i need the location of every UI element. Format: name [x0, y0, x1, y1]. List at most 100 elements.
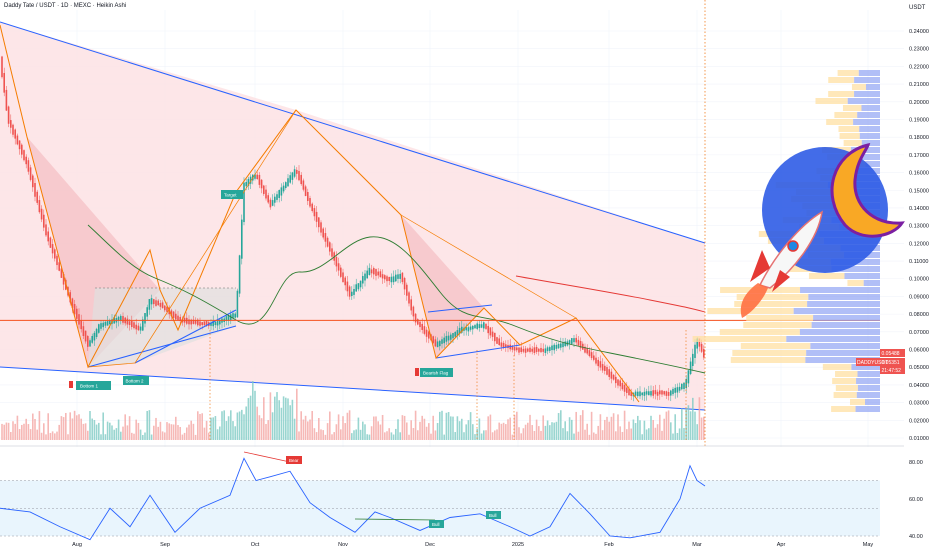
volume-bar: [166, 422, 168, 440]
volume-bar: [538, 426, 540, 440]
volume-bar: [445, 412, 448, 440]
candle: [351, 286, 353, 300]
candle: [652, 385, 654, 399]
volume-bar: [650, 415, 652, 440]
candle: [128, 318, 131, 331]
candle: [117, 315, 120, 327]
candle: [535, 344, 538, 355]
volume-bar: [456, 416, 459, 440]
volume-bar: [395, 428, 397, 440]
candle: [91, 333, 93, 344]
volume-bar: [434, 430, 437, 440]
volume-bar: [667, 410, 670, 440]
time-tick-label: Nov: [338, 542, 348, 548]
candle: [135, 318, 137, 335]
candle: [362, 271, 364, 289]
candle: [56, 253, 58, 270]
profile-bar-up: [843, 140, 862, 146]
volume-bar: [252, 381, 254, 440]
volume-bar: [67, 434, 69, 440]
volume-bar: [117, 419, 120, 440]
volume-bar: [318, 418, 320, 440]
profile-bar-down: [811, 322, 880, 328]
candle: [348, 285, 351, 300]
candle: [73, 299, 76, 318]
volume-bar: [689, 411, 692, 440]
candle: [34, 177, 36, 202]
price-tick-label: 0.14000: [909, 206, 929, 212]
rsi-axis[interactable]: 80.00 60.00 40.00: [909, 460, 923, 540]
candle: [474, 323, 476, 329]
volume-bar: [47, 413, 49, 440]
symbol-pill: 0.05351: [880, 358, 905, 366]
candle: [544, 344, 547, 356]
candle: [49, 236, 52, 249]
volume-bar: [7, 422, 10, 440]
volume-bar: [661, 430, 663, 440]
candle: [197, 318, 199, 327]
volume-bar: [450, 416, 452, 440]
price-tick-label: 0.23000: [909, 47, 929, 53]
price-tick-label: 0.12000: [909, 241, 929, 247]
profile-bar-up: [826, 119, 854, 125]
candle: [593, 351, 595, 362]
candle: [637, 388, 639, 399]
candle: [159, 300, 162, 311]
volume-bar: [181, 434, 184, 440]
candle: [610, 368, 613, 384]
volume-bar: [113, 429, 115, 440]
candle: [412, 305, 415, 322]
price-axis[interactable]: 0.24000 0.23000 0.22000 0.21000 0.20000 0.190…: [909, 29, 929, 442]
volume-bar: [619, 426, 621, 440]
candle: [549, 345, 551, 353]
candle: [542, 343, 544, 357]
candle: [258, 172, 261, 189]
candle: [663, 390, 665, 396]
candle: [500, 336, 503, 351]
volume-bar: [234, 426, 236, 440]
candle: [82, 321, 85, 340]
candle: [694, 339, 696, 364]
volume-bar: [69, 412, 71, 440]
candle: [315, 206, 318, 228]
candle: [555, 341, 558, 352]
volume-bar: [542, 415, 544, 440]
volume-bar: [681, 408, 683, 440]
time-axis[interactable]: Aug Sep Oct Nov Dec 2025 Feb Mar Apr May: [72, 542, 873, 548]
volume-bar: [357, 417, 360, 440]
volume-bar: [23, 423, 25, 440]
candle: [390, 273, 393, 288]
volume-bar: [219, 426, 221, 440]
volume-bar: [263, 397, 265, 440]
volume-bar: [241, 409, 243, 440]
price-tick-label: 0.09000: [909, 294, 929, 300]
volume-bar: [443, 434, 445, 440]
price-tick-label: 0.07000: [909, 330, 929, 336]
volume-bar: [27, 424, 30, 440]
candle: [388, 276, 390, 286]
candle: [23, 149, 25, 162]
candle: [120, 314, 122, 325]
volume-bar: [340, 429, 342, 440]
candle: [80, 314, 82, 333]
rsi-bear-tag: Bear: [286, 456, 302, 464]
volume-bar: [128, 416, 131, 440]
candle: [188, 315, 190, 330]
candle: [498, 334, 500, 346]
volume-bar: [425, 426, 428, 440]
candle: [368, 263, 371, 276]
volume-bar: [62, 417, 65, 440]
volume-bar: [685, 408, 687, 440]
volume-bar: [87, 430, 89, 440]
candle: [628, 385, 630, 396]
candle: [386, 274, 388, 287]
candle: [434, 336, 437, 348]
volume-bar: [12, 421, 14, 440]
volume-bar: [573, 433, 575, 440]
candle: [194, 317, 197, 326]
volume-bar: [249, 395, 252, 440]
candle: [203, 321, 206, 327]
volume-bar: [571, 419, 573, 440]
candle: [142, 316, 144, 332]
